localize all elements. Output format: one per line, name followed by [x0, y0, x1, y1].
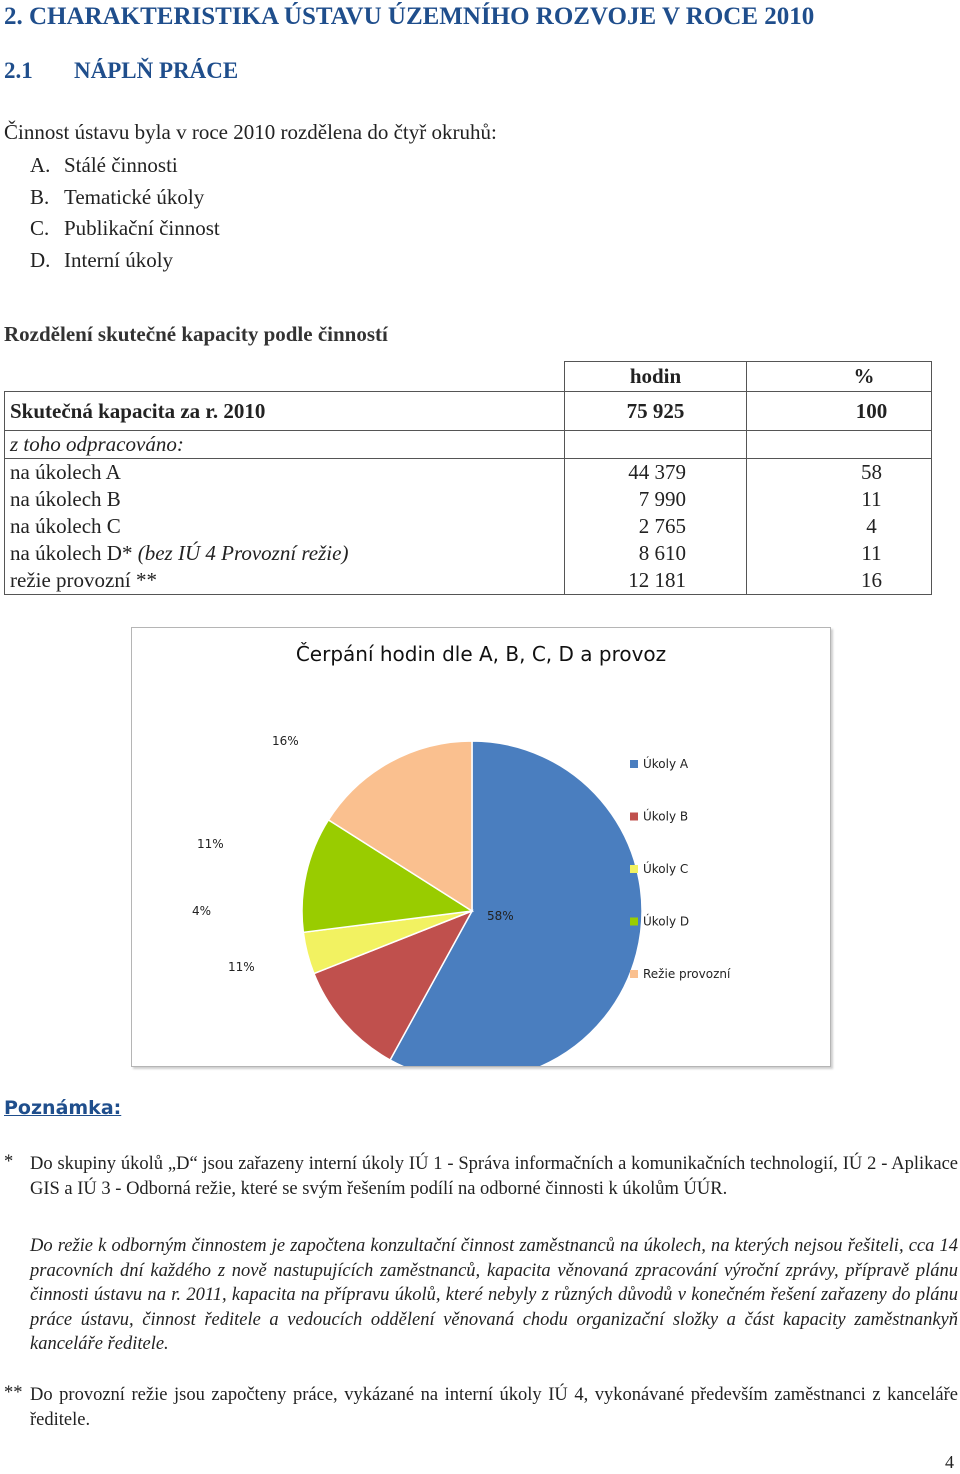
legend-swatch	[630, 812, 638, 821]
row-hours: 7 990	[564, 486, 747, 513]
legend-swatch	[630, 970, 638, 978]
row-percent: 4	[746, 513, 932, 540]
legend-label: Úkoly D	[643, 914, 689, 929]
row-hours: 2 765	[564, 513, 747, 540]
chapter-heading: 2. CHARAKTERISTIKA ÚSTAVU ÚZEMNÍHO ROZVO…	[4, 3, 815, 30]
row-label: režie provozní **	[4, 567, 565, 595]
intro-text: Činnost ústavu byla v roce 2010 rozdělen…	[4, 120, 497, 144]
legend-label: Úkoly A	[643, 756, 689, 771]
row-hours: 44 379	[564, 458, 747, 486]
pie-data-label: 11%	[228, 960, 255, 974]
row-label: na úkolech C	[4, 513, 565, 540]
activity-list: A. Stálé činnosti B. Tematické úkoly C. Pub…	[30, 150, 220, 276]
note-double-star-text: Do provozní režie jsou započteny práce, …	[30, 1385, 958, 1430]
pie-slice	[389, 740, 643, 1066]
note-double-star-mark: **	[4, 1383, 23, 1403]
list-item: B. Tematické úkoly	[30, 182, 220, 214]
row-percent: 11	[746, 486, 932, 513]
col-header-hours: hodin	[564, 361, 747, 392]
table-cell	[746, 430, 932, 459]
note-heading: Poznámka:	[4, 1097, 122, 1119]
table-row: na úkolech D* (bez IÚ 4 Provozní režie) …	[4, 540, 932, 567]
section-number: 2.1	[4, 58, 33, 83]
total-label: Skutečná kapacita za r. 2010	[4, 391, 565, 431]
pie-slice	[301, 818, 475, 934]
row-hours: 8 610	[564, 540, 747, 567]
table-header-empty	[4, 361, 565, 392]
pie-data-label: 4%	[192, 904, 211, 918]
list-item: D. Interní úkoly	[30, 245, 220, 277]
legend-swatch	[630, 865, 638, 873]
chart-title: Čerpání hodin dle A, B, C, D a provoz	[295, 642, 667, 666]
pie-chart-svg: 58% 11% 4% 11% 16% Úkoly A Úkoly B Úkoly C Úkoly…	[192, 734, 731, 1066]
page-number: 4	[945, 1452, 954, 1472]
list-item-letter: D.	[30, 247, 51, 272]
row-hours: 12 181	[564, 567, 747, 595]
row-label: na úkolech A	[4, 458, 565, 486]
list-item-text: Interní úkoly	[64, 247, 174, 272]
table-row-of-which: z toho odpracováno:	[4, 430, 932, 459]
pie-slice	[312, 909, 474, 1061]
legend-label: Úkoly C	[643, 861, 688, 876]
list-item: A. Stálé činnosti	[30, 150, 220, 182]
pie-data-label: 16%	[272, 734, 299, 748]
list-item-text: Tematické úkoly	[64, 184, 205, 209]
pie-data-label: 11%	[197, 837, 224, 851]
note-star-italic: Do režie k odborným činnostem je započte…	[30, 1236, 958, 1354]
capacity-table: hodin % Skutečná kapacita za r. 2010 75 …	[4, 361, 932, 595]
table-cell	[564, 430, 747, 459]
legend-label: Režie provozní	[643, 967, 731, 981]
capacity-section-title: Rozdělení skutečné kapacity podle činnos…	[4, 322, 388, 346]
col-header-percent: %	[746, 361, 932, 392]
list-item-letter: B.	[30, 184, 50, 209]
legend-label: Úkoly B	[643, 809, 688, 824]
pie-slice	[327, 740, 473, 913]
section-title: NÁPLŇ PRÁCE	[74, 58, 239, 83]
row-percent: 11	[746, 540, 932, 567]
list-item-letter: C.	[30, 216, 50, 240]
list-item: C. Publikační činnost	[30, 213, 220, 245]
note-star-mark: *	[4, 1152, 14, 1172]
table-row: na úkolech B 7 990 11	[4, 486, 932, 513]
table-row: na úkolech A 44 379 58	[4, 458, 932, 486]
list-item-text: Publikační činnost	[64, 216, 220, 240]
section-heading: 2.1 NÁPLŇ PRÁCE	[4, 58, 238, 84]
table-row: režie provozní ** 12 181 16	[4, 567, 932, 595]
row-percent: 58	[746, 458, 932, 486]
list-item-letter: A.	[30, 153, 51, 177]
legend-swatch	[630, 917, 638, 926]
pie-chart: Čerpání hodin dle A, B, C, D a provoz 58…	[131, 627, 831, 1067]
row-label: na úkolech B	[4, 486, 565, 513]
row-percent: 16	[746, 567, 932, 595]
table-row: na úkolech C 2 765 4	[4, 513, 932, 540]
pie-data-label: 58%	[487, 909, 514, 923]
total-percent: 100	[746, 391, 932, 431]
of-which-label: z toho odpracováno:	[4, 430, 565, 459]
list-item-text: Stálé činnosti	[64, 153, 178, 177]
legend-swatch	[630, 760, 638, 768]
table-row-total: Skutečná kapacita za r. 2010 75 925 100	[4, 391, 932, 431]
total-hours: 75 925	[564, 391, 747, 431]
note-star-text: Do skupiny úkolů „D“ jsou zařazeny inter…	[30, 1154, 958, 1199]
row-label: na úkolech D* (bez IÚ 4 Provozní režie)	[4, 540, 565, 567]
table-header-row: hodin %	[4, 361, 932, 392]
